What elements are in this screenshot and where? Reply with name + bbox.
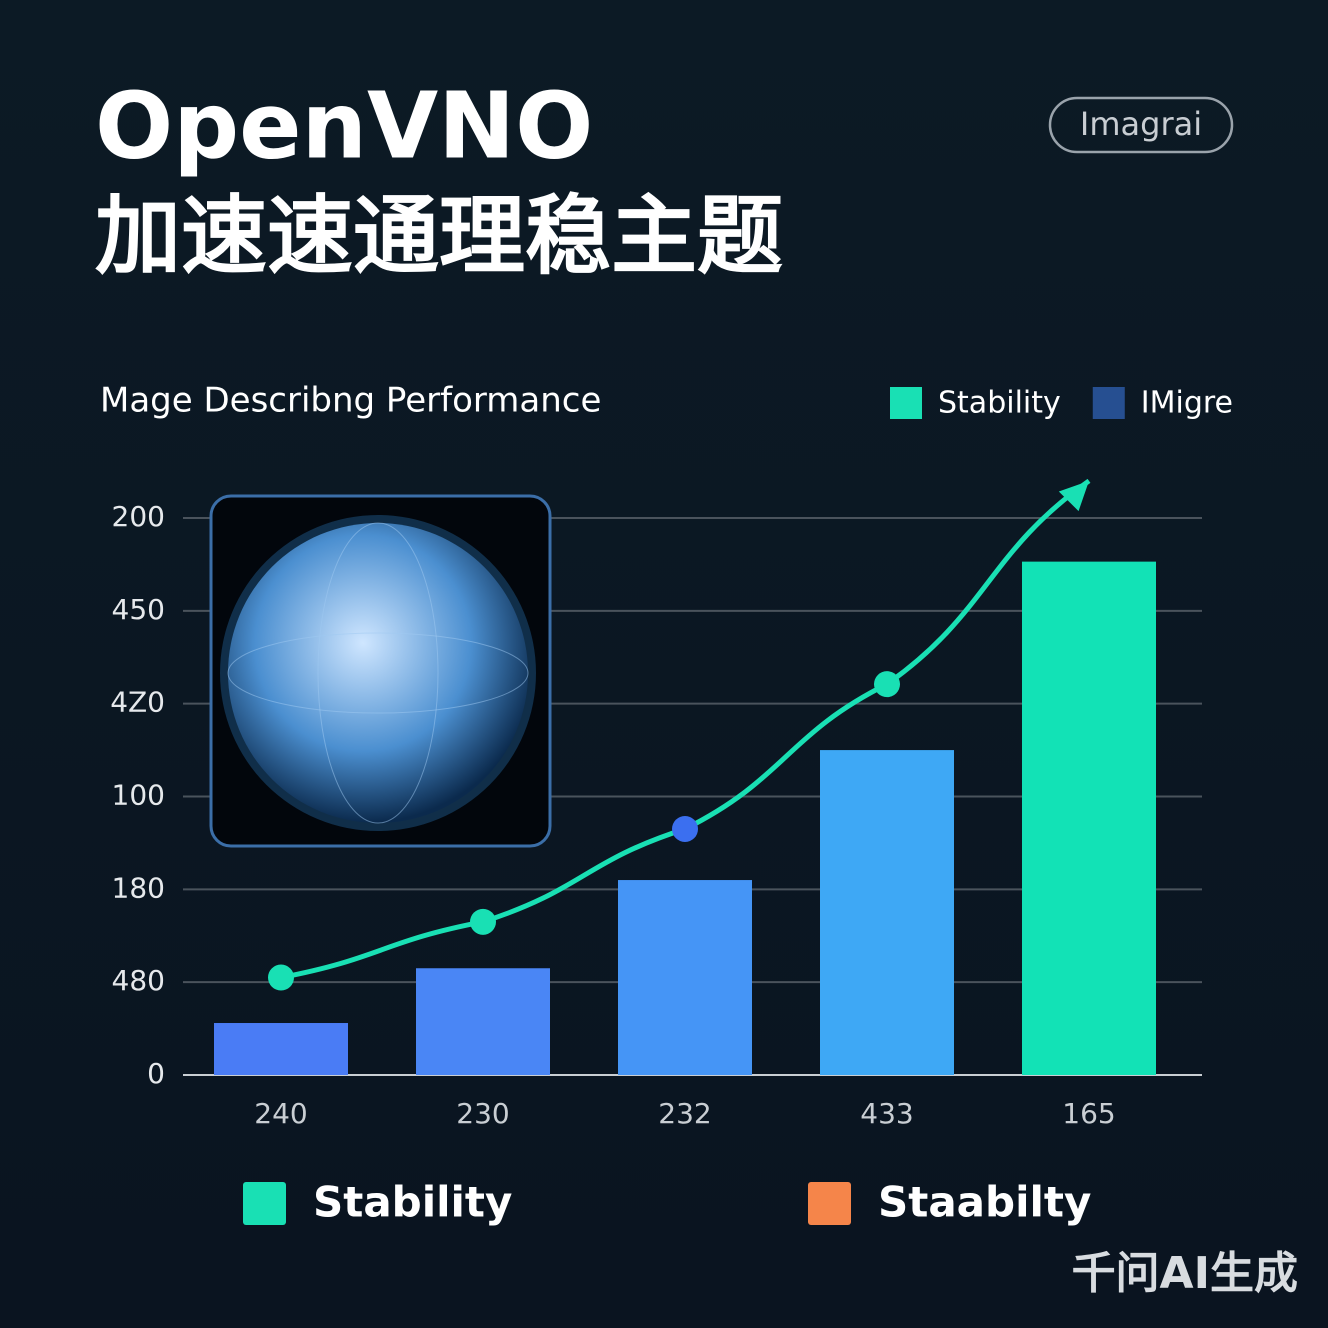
legend-label: Stability — [313, 1178, 512, 1227]
globe — [228, 523, 528, 823]
line-point — [470, 908, 496, 935]
bar — [416, 968, 550, 1075]
x-tick-label: 230 — [456, 1097, 509, 1130]
x-tick-label: 240 — [254, 1097, 307, 1130]
badge — [1048, 96, 1234, 154]
line — [280, 478, 1091, 980]
chart-title: Mage Describng Performance — [100, 381, 601, 421]
globe-line — [227, 632, 529, 714]
y-tick-label: 0 — [147, 1057, 165, 1090]
badge-text: Imagrai — [1080, 105, 1202, 143]
line-point — [672, 815, 698, 842]
line-point — [874, 671, 900, 698]
bar — [214, 1023, 348, 1075]
y-tick-label: 450 — [112, 593, 165, 626]
y-tick-label: 480 — [112, 964, 165, 997]
line-point — [268, 964, 294, 991]
legend-swatch — [808, 1182, 851, 1225]
globe-card — [209, 494, 552, 848]
legend-swatch — [890, 387, 922, 419]
x-tick-label: 165 — [1062, 1097, 1115, 1130]
arrow-head — [1058, 480, 1089, 512]
y-tick-label: 180 — [112, 871, 165, 904]
legend-swatch — [243, 1182, 286, 1225]
y-tick-label: 100 — [112, 779, 165, 812]
legend-label: Stability — [938, 386, 1061, 421]
y-tick-label: 4Z0 — [110, 686, 165, 719]
globe-line — [317, 522, 439, 824]
watermark: 千问AI生成 — [1072, 1248, 1298, 1299]
x-tick-label: 232 — [658, 1097, 711, 1130]
bar — [820, 750, 954, 1075]
subtitle: 加速速通理稳主题 — [95, 186, 783, 286]
x-tick-label: 433 — [860, 1097, 913, 1130]
bar — [1022, 561, 1156, 1075]
legend-swatch — [1092, 387, 1125, 419]
bar — [618, 880, 752, 1075]
y-tick-label: 200 — [112, 500, 165, 533]
legend-label: IMigre — [1141, 386, 1233, 421]
plot: 0 480 180 100 4Z0 450 200 240 230 232 433 165 — [110, 478, 1202, 1130]
title: OpenVNO — [95, 72, 593, 179]
legend-label: Staabilty — [878, 1178, 1091, 1227]
